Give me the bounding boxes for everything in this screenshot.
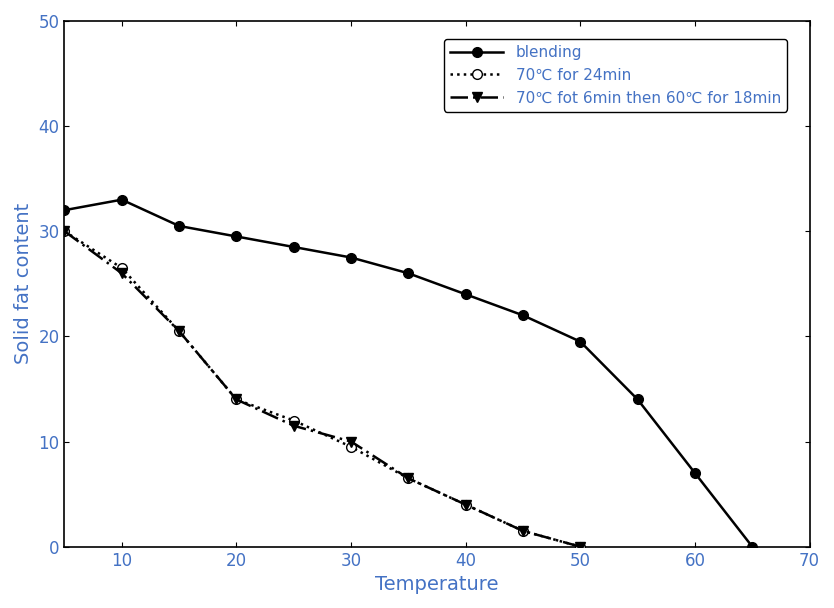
Line: 70℃ for 24min: 70℃ for 24min (59, 226, 585, 551)
blending (575, 338, 585, 345)
70℃ fot 6min then 60℃ for 18min (117, 269, 127, 277)
blending (174, 223, 184, 230)
70℃ for 24min (289, 417, 299, 424)
70℃ fot 6min then 60℃ for 18min (518, 527, 528, 534)
70℃ for 24min (404, 475, 414, 482)
Line: 70℃ fot 6min then 60℃ for 18min: 70℃ fot 6min then 60℃ for 18min (59, 226, 585, 551)
blending (117, 196, 127, 203)
blending (690, 469, 700, 477)
70℃ fot 6min then 60℃ for 18min (59, 227, 69, 235)
Legend: blending, 70℃ for 24min, 70℃ fot 6min then 60℃ for 18min: blending, 70℃ for 24min, 70℃ fot 6min th… (444, 39, 787, 111)
70℃ for 24min (117, 264, 127, 272)
70℃ fot 6min then 60℃ for 18min (174, 328, 184, 335)
blending (747, 543, 757, 550)
70℃ for 24min (174, 328, 184, 335)
blending (460, 291, 470, 298)
blending (404, 269, 414, 277)
blending (231, 233, 241, 240)
blending (289, 243, 299, 250)
70℃ fot 6min then 60℃ for 18min (460, 501, 470, 508)
70℃ fot 6min then 60℃ for 18min (404, 475, 414, 482)
70℃ fot 6min then 60℃ for 18min (575, 543, 585, 550)
blending (518, 312, 528, 319)
70℃ for 24min (59, 227, 69, 235)
70℃ for 24min (575, 543, 585, 550)
Line: blending: blending (59, 195, 757, 551)
Y-axis label: Solid fat content: Solid fat content (14, 203, 33, 364)
blending (59, 207, 69, 214)
70℃ for 24min (518, 527, 528, 534)
70℃ fot 6min then 60℃ for 18min (231, 396, 241, 403)
70℃ for 24min (231, 396, 241, 403)
70℃ fot 6min then 60℃ for 18min (346, 438, 356, 445)
70℃ for 24min (346, 443, 356, 451)
blending (633, 396, 643, 403)
70℃ fot 6min then 60℃ for 18min (289, 422, 299, 429)
blending (346, 254, 356, 261)
70℃ for 24min (460, 501, 470, 508)
X-axis label: Temperature: Temperature (375, 575, 499, 594)
